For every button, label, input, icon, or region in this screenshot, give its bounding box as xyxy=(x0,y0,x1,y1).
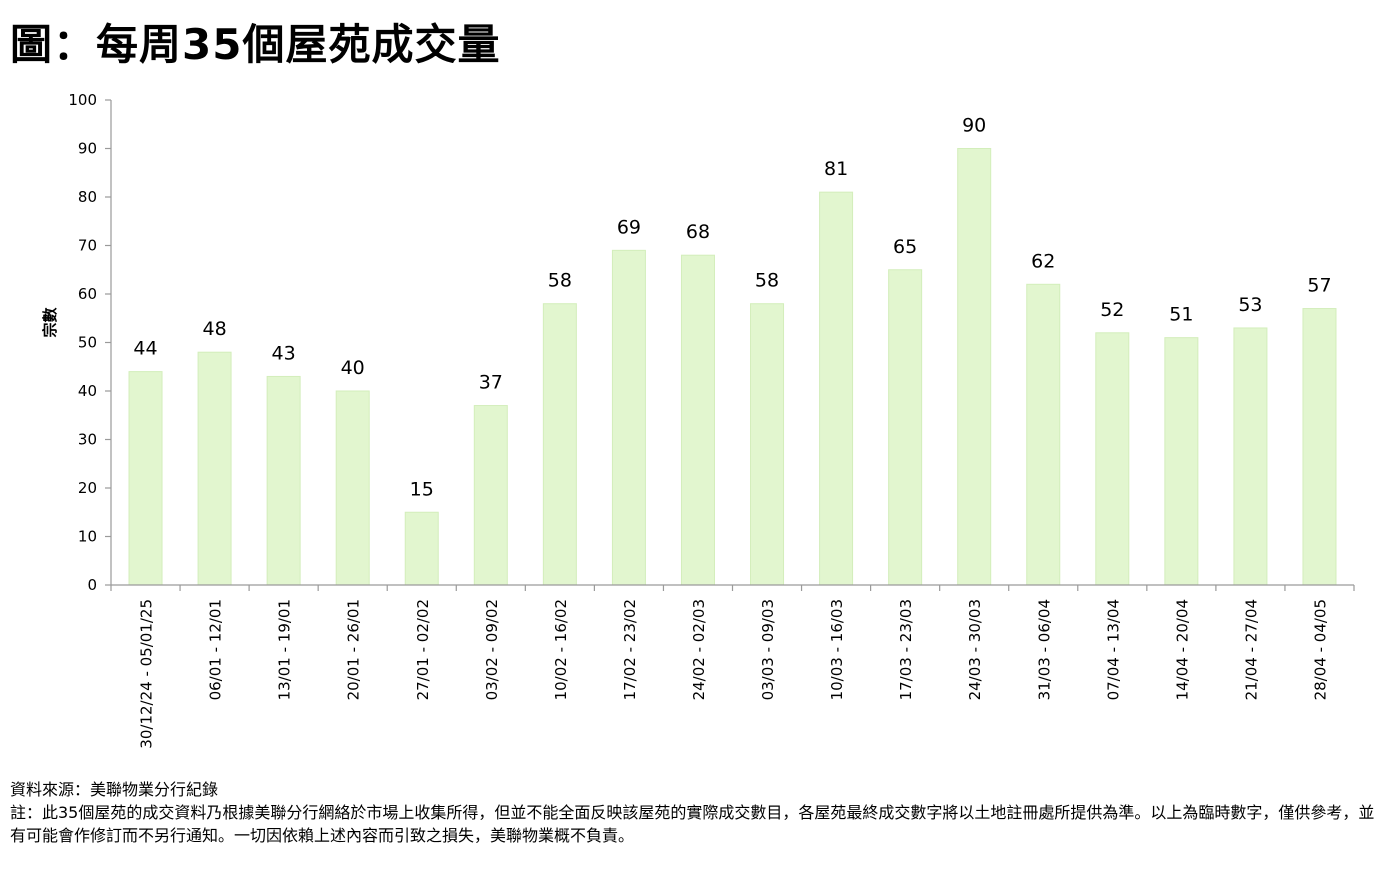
x-tick-label: 31/03 - 06/04 xyxy=(1035,599,1053,700)
bar xyxy=(680,254,715,586)
x-tick-label: 07/04 - 13/04 xyxy=(1104,599,1122,700)
y-tick-label: 20 xyxy=(78,479,97,497)
x-tick-label: 17/02 - 23/02 xyxy=(621,599,639,700)
x-tick-label: 10/02 - 16/02 xyxy=(552,599,570,700)
data-label: 52 xyxy=(1100,299,1124,321)
bar xyxy=(266,375,301,586)
bar xyxy=(404,511,439,586)
x-tick-label: 28/04 - 04/05 xyxy=(1311,599,1329,700)
y-tick-label: 80 xyxy=(78,188,97,206)
x-tick-label: 20/01 - 26/01 xyxy=(345,599,363,700)
bar xyxy=(197,351,232,586)
x-tick-label: 10/03 - 16/03 xyxy=(828,599,846,700)
y-tick-label: 60 xyxy=(78,285,97,303)
bar xyxy=(1095,332,1130,586)
disclaimer-note: 註：此35個屋苑的成交資料乃根據美聯分行網絡於市場上收集所得，但並不能全面反映該… xyxy=(10,803,1375,845)
bar xyxy=(1302,308,1337,586)
bar xyxy=(1233,327,1268,586)
bar xyxy=(888,269,923,586)
x-tick-label: 06/01 - 12/01 xyxy=(207,599,225,700)
bar-chart: 0 10 20 30 40 50 60 70 80 90 100 宗數 44 48 43 40 15 37 58 6… xyxy=(41,91,1355,749)
x-axis: 30/12/24 - 05/01/25 06/01 - 12/01 13/01 - … xyxy=(110,584,1355,749)
bar xyxy=(957,148,992,586)
source-note: 資料來源：美聯物業分行紀錄 xyxy=(10,780,219,799)
bar xyxy=(819,191,854,586)
y-tick-label: 50 xyxy=(78,334,97,352)
y-tick-label: 90 xyxy=(78,140,97,158)
y-tick-label: 30 xyxy=(78,431,97,449)
y-tick-label: 100 xyxy=(68,91,97,109)
data-label: 58 xyxy=(755,270,779,292)
data-label: 44 xyxy=(133,338,157,360)
x-tick-label: 24/02 - 02/03 xyxy=(690,599,708,700)
bar xyxy=(1026,283,1061,586)
chart-title: 圖：每周35個屋苑成交量 xyxy=(10,20,501,69)
data-label: 53 xyxy=(1238,294,1262,316)
bar xyxy=(128,371,163,586)
data-label: 51 xyxy=(1169,304,1193,326)
x-tick-label: 21/04 - 27/04 xyxy=(1242,599,1260,700)
data-label: 48 xyxy=(202,318,226,340)
data-label: 58 xyxy=(548,270,572,292)
x-tick-label: 27/01 - 02/02 xyxy=(414,599,432,700)
data-label: 65 xyxy=(893,236,917,258)
data-label: 68 xyxy=(686,221,710,243)
data-label: 62 xyxy=(1031,250,1055,272)
data-label: 81 xyxy=(824,158,848,180)
footer: 資料來源：美聯物業分行紀錄 註：此35個屋苑的成交資料乃根據美聯分行網絡於市場上… xyxy=(10,778,1375,847)
x-tick-label: 17/03 - 23/03 xyxy=(897,599,915,700)
data-label: 37 xyxy=(479,372,503,394)
data-label: 40 xyxy=(341,357,365,379)
data-label: 15 xyxy=(410,478,434,500)
bar xyxy=(542,303,577,586)
data-label: 57 xyxy=(1307,275,1331,297)
y-axis-title: 宗數 xyxy=(41,307,59,337)
y-tick-label: 0 xyxy=(87,576,97,594)
y-tick-label: 40 xyxy=(78,382,97,400)
x-tick-label: 13/01 - 19/01 xyxy=(276,599,294,700)
x-tick-label: 03/02 - 09/02 xyxy=(483,599,501,700)
x-tick-label: 14/04 - 20/04 xyxy=(1173,599,1191,700)
data-label: 90 xyxy=(962,115,986,137)
y-tick-label: 10 xyxy=(78,528,97,546)
bar xyxy=(335,390,370,586)
data-label: 43 xyxy=(272,342,296,364)
y-axis: 0 10 20 30 40 50 60 70 80 90 100 宗數 xyxy=(41,91,112,594)
bars: 44 48 43 40 15 37 58 69 68 58 81 65 90 62 52 51 53 57 xyxy=(128,115,1337,586)
bar xyxy=(611,249,646,586)
x-tick-label: 03/03 - 09/03 xyxy=(759,599,777,700)
bar xyxy=(473,405,508,586)
bar xyxy=(750,303,785,586)
bar xyxy=(1164,337,1199,586)
data-label: 69 xyxy=(617,216,641,238)
x-tick-label: 24/03 - 30/03 xyxy=(966,599,984,700)
y-tick-label: 70 xyxy=(78,237,97,255)
x-tick-label: 30/12/24 - 05/01/25 xyxy=(138,599,156,749)
